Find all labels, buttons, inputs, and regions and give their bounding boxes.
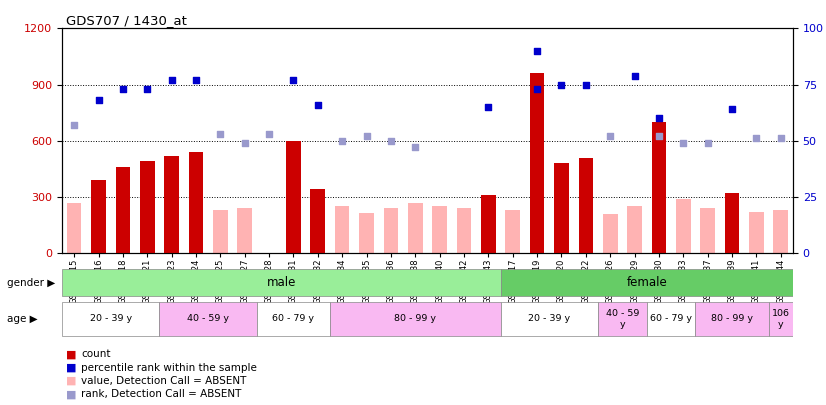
Point <box>311 102 325 108</box>
Bar <box>213 210 228 253</box>
Point <box>579 81 592 88</box>
Bar <box>554 163 569 253</box>
Text: ■: ■ <box>66 376 77 386</box>
Bar <box>330 302 501 336</box>
Bar <box>724 193 739 253</box>
Text: ■: ■ <box>66 390 77 399</box>
Point <box>287 77 300 83</box>
Bar <box>457 208 472 253</box>
Bar <box>700 208 715 253</box>
Point <box>360 133 373 139</box>
Bar <box>67 202 82 253</box>
Bar <box>695 302 768 336</box>
Point <box>774 135 787 142</box>
Text: 80 - 99 y: 80 - 99 y <box>394 314 436 324</box>
Bar <box>749 212 764 253</box>
Bar <box>627 206 642 253</box>
Bar <box>506 210 520 253</box>
Text: ■: ■ <box>66 363 77 373</box>
Point <box>604 133 617 139</box>
Bar <box>598 302 647 336</box>
Point <box>116 86 130 92</box>
Bar <box>62 269 501 296</box>
Bar <box>91 180 106 253</box>
Text: male: male <box>267 276 296 289</box>
Bar <box>647 302 695 336</box>
Text: 20 - 39 y: 20 - 39 y <box>90 314 131 324</box>
Text: ■: ■ <box>66 350 77 359</box>
Bar <box>311 190 325 253</box>
Text: 60 - 79 y: 60 - 79 y <box>273 314 315 324</box>
Point <box>68 122 81 128</box>
Bar <box>481 195 496 253</box>
Point <box>701 140 714 146</box>
Bar <box>188 152 203 253</box>
Text: count: count <box>81 350 111 359</box>
Text: rank, Detection Call = ABSENT: rank, Detection Call = ABSENT <box>81 390 241 399</box>
Point <box>750 135 763 142</box>
Bar <box>335 206 349 253</box>
Point <box>335 137 349 144</box>
Text: age ▶: age ▶ <box>7 314 37 324</box>
Bar <box>652 122 667 253</box>
Bar <box>676 199 691 253</box>
Point <box>140 86 154 92</box>
Bar <box>237 208 252 253</box>
Text: 40 - 59 y: 40 - 59 y <box>188 314 229 324</box>
Point <box>409 144 422 151</box>
Bar <box>359 213 374 253</box>
Bar <box>62 302 159 336</box>
Bar <box>408 202 423 253</box>
Bar <box>603 214 618 253</box>
Point <box>530 47 544 54</box>
Point <box>628 72 641 79</box>
Bar <box>768 302 793 336</box>
Text: 106
y: 106 y <box>771 309 790 328</box>
Point <box>555 81 568 88</box>
Point <box>725 106 738 113</box>
Bar <box>501 269 793 296</box>
Point <box>530 86 544 92</box>
Bar <box>432 206 447 253</box>
Point <box>238 140 251 146</box>
Point <box>653 133 666 139</box>
Text: gender ▶: gender ▶ <box>7 278 55 288</box>
Bar <box>116 167 131 253</box>
Bar <box>159 302 257 336</box>
Bar <box>164 156 179 253</box>
Bar <box>578 158 593 253</box>
Bar <box>140 161 154 253</box>
Bar <box>257 302 330 336</box>
Bar <box>286 141 301 253</box>
Point <box>214 131 227 137</box>
Point <box>263 131 276 137</box>
Text: percentile rank within the sample: percentile rank within the sample <box>81 363 257 373</box>
Text: 40 - 59
y: 40 - 59 y <box>605 309 639 328</box>
Bar <box>501 302 598 336</box>
Bar <box>529 73 544 253</box>
Point <box>165 77 178 83</box>
Text: 20 - 39 y: 20 - 39 y <box>529 314 570 324</box>
Point <box>676 140 690 146</box>
Point <box>92 97 105 104</box>
Text: 60 - 79 y: 60 - 79 y <box>650 314 692 324</box>
Point <box>482 104 495 110</box>
Point <box>189 77 202 83</box>
Point <box>653 115 666 122</box>
Point <box>384 137 397 144</box>
Text: 80 - 99 y: 80 - 99 y <box>711 314 753 324</box>
Bar <box>383 208 398 253</box>
Text: value, Detection Call = ABSENT: value, Detection Call = ABSENT <box>81 376 246 386</box>
Text: GDS707 / 1430_at: GDS707 / 1430_at <box>66 14 187 27</box>
Text: female: female <box>626 276 667 289</box>
Bar <box>773 210 788 253</box>
